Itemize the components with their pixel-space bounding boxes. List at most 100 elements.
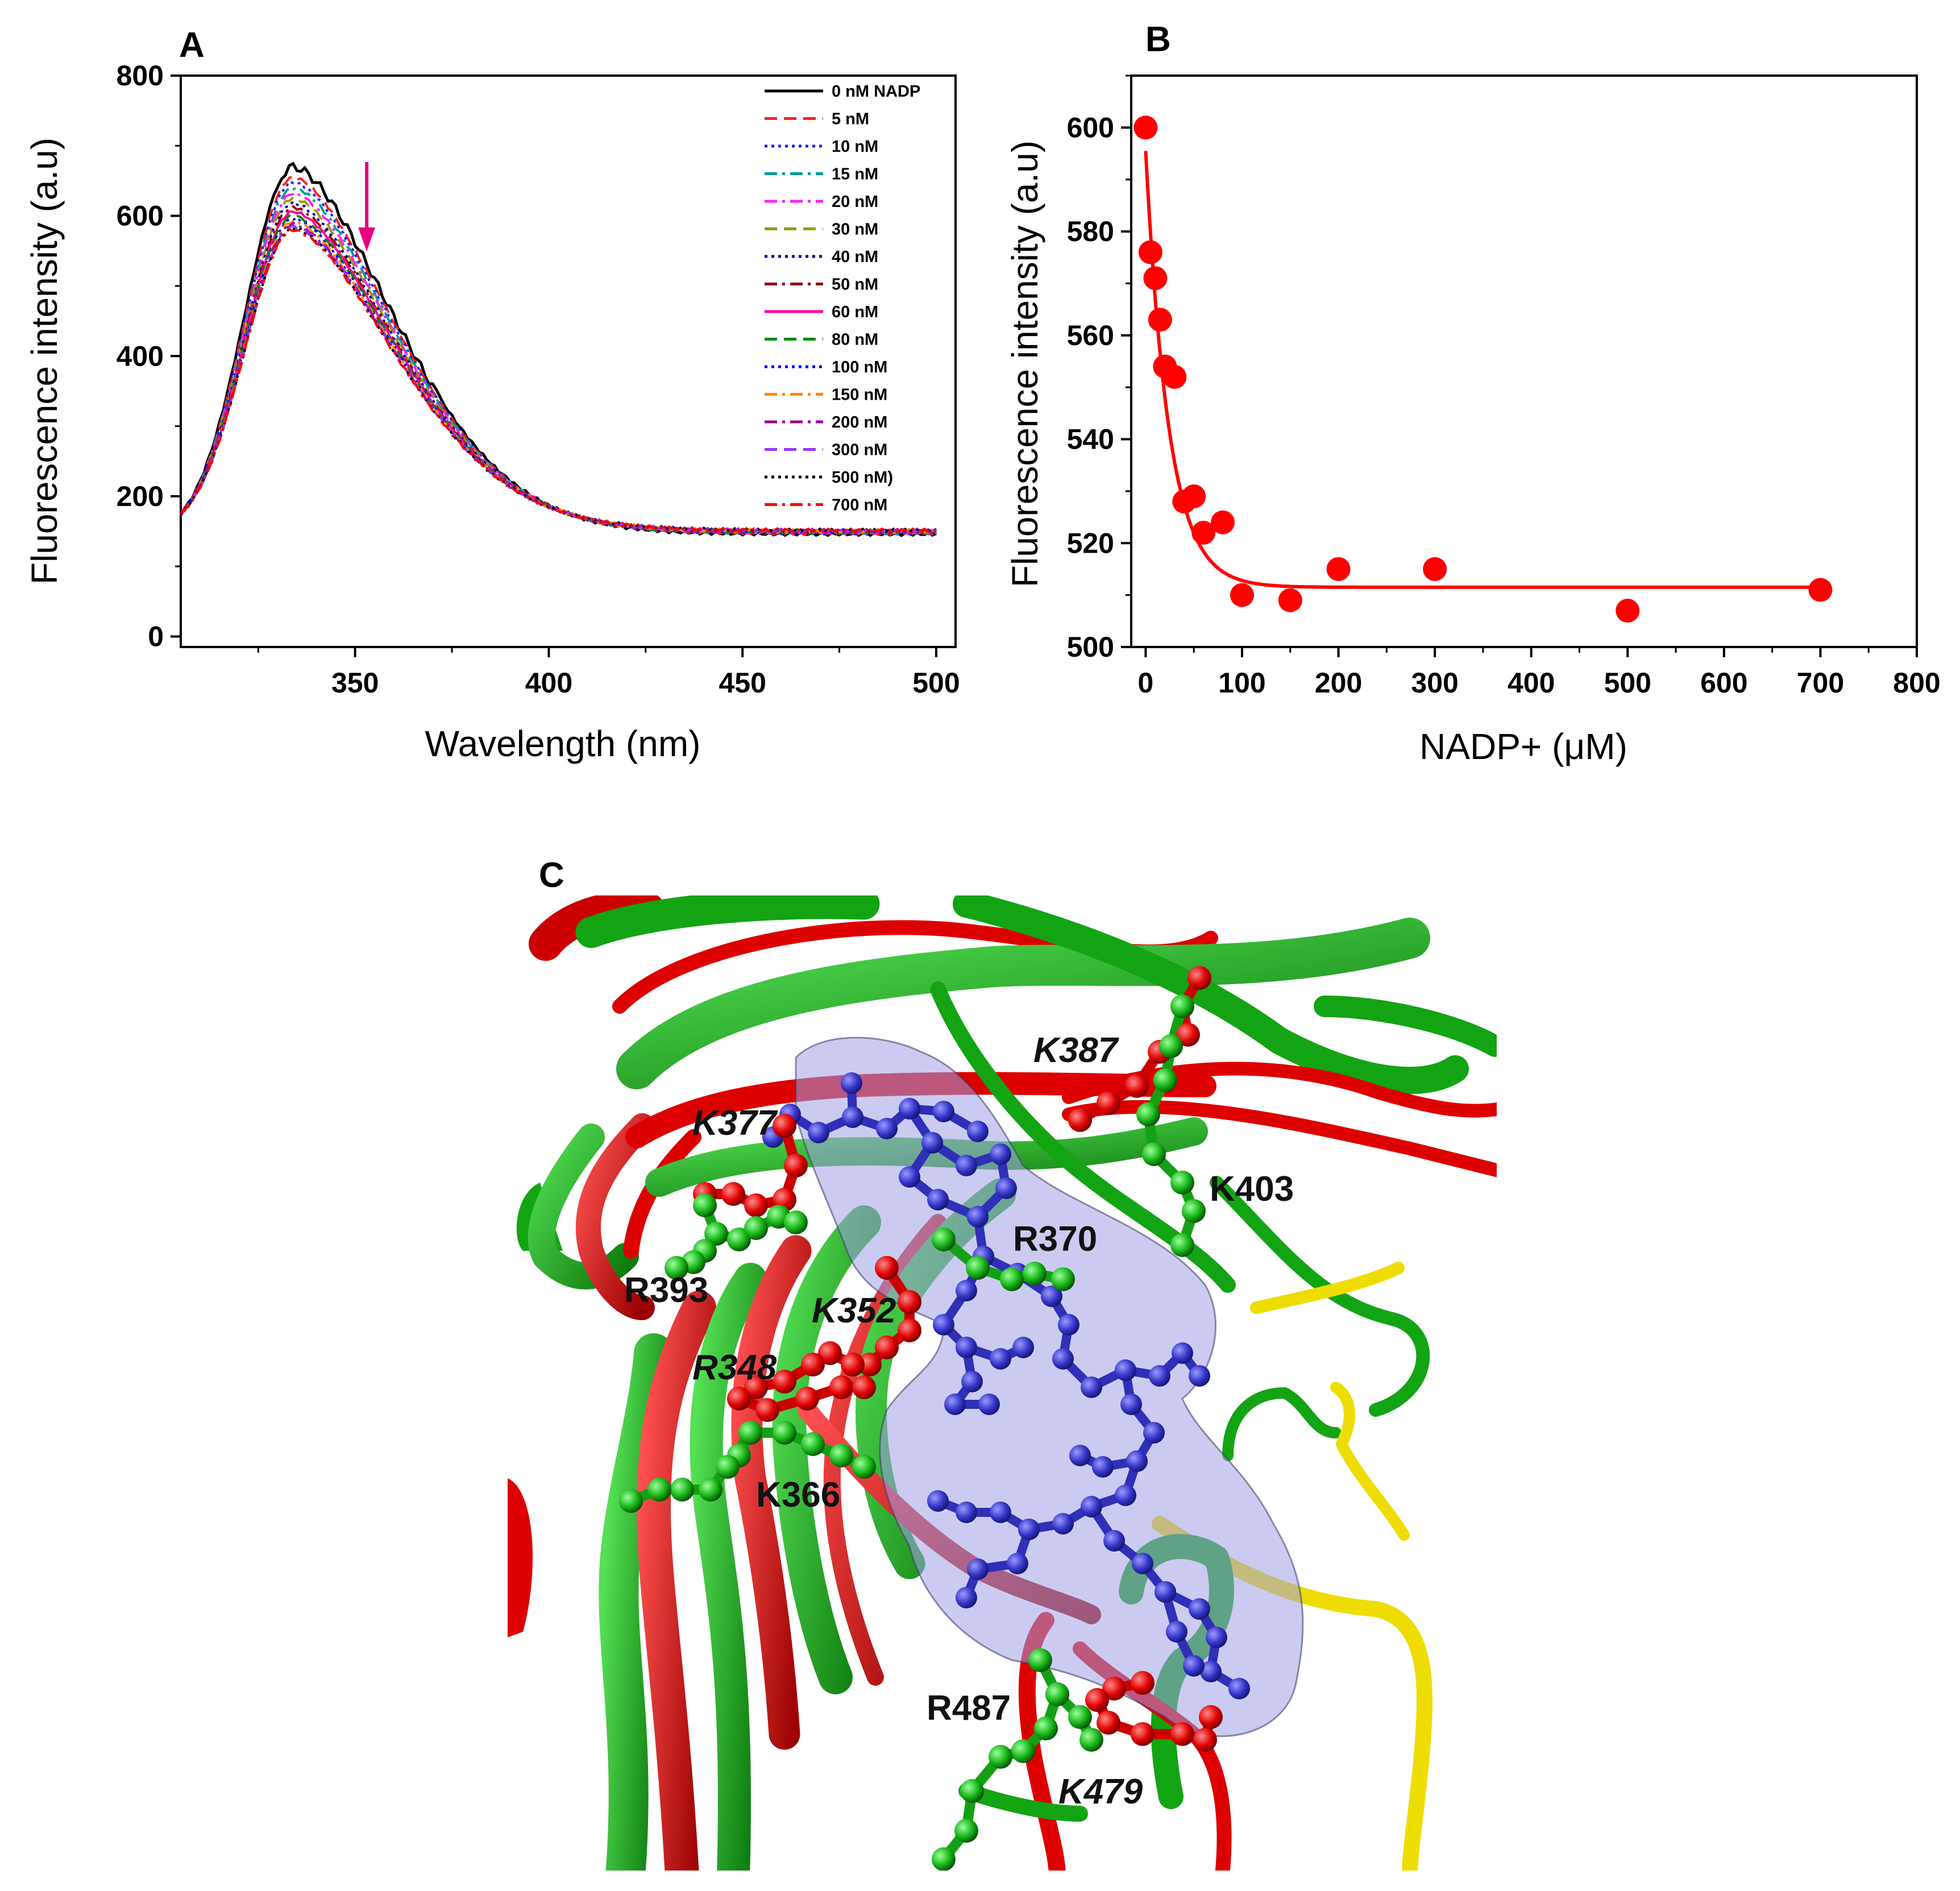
a-series-line [180, 219, 937, 534]
atom [1170, 1233, 1194, 1257]
atom [927, 1490, 949, 1512]
atom [818, 1341, 842, 1365]
atom [933, 1314, 954, 1336]
atom [898, 1290, 921, 1314]
panel-b-letter: B [1145, 20, 1171, 59]
b-data-point [1148, 308, 1172, 332]
atom [1199, 1705, 1223, 1729]
atom [1170, 1171, 1194, 1195]
atom [755, 1398, 779, 1422]
atom [665, 1256, 688, 1280]
panel-a-letter: A [179, 26, 205, 65]
atom [875, 1256, 899, 1280]
atom [956, 1587, 977, 1608]
label-r370: R370 [1013, 1220, 1097, 1259]
b-xtick-label: 800 [1893, 667, 1940, 699]
atom [795, 1387, 819, 1411]
a-series-line [180, 191, 937, 536]
atom [1200, 1661, 1222, 1682]
a-ytick-label: 800 [117, 60, 164, 92]
b-data-point [1182, 484, 1206, 509]
atom [619, 1489, 643, 1513]
panel-c: C [508, 856, 1497, 1871]
molecular-surface [795, 1036, 1304, 1737]
atom [1170, 994, 1194, 1018]
panel-a-xlabel: Wavelength (nm) [425, 723, 701, 764]
atom [875, 1336, 899, 1359]
a-series-line [180, 223, 937, 534]
label-k403: K403 [1210, 1170, 1294, 1209]
atom [932, 1847, 956, 1871]
b-data-point [1808, 578, 1833, 602]
atom [967, 1558, 989, 1580]
atom [1155, 1581, 1176, 1603]
atom [1172, 1342, 1193, 1364]
atom [944, 1394, 966, 1415]
atom [1068, 1705, 1092, 1729]
atom [1189, 1598, 1210, 1620]
b-xtick-label: 0 [1138, 667, 1154, 699]
panel-b-points [1133, 115, 1833, 623]
a-ytick-label: 400 [117, 340, 164, 372]
b-data-point [1326, 557, 1351, 581]
atom [1187, 966, 1211, 990]
atom [716, 1455, 740, 1479]
atom [744, 1216, 768, 1240]
b-xtick-label: 700 [1797, 667, 1844, 699]
atom [704, 1222, 728, 1246]
b-data-point [1162, 364, 1187, 389]
atom [773, 1370, 796, 1394]
panel-a: A 350 400 450 500 0 200 400 600 800 0 nM NADP 5 n… [24, 26, 960, 764]
atom [1132, 1553, 1153, 1574]
atom [990, 1348, 1011, 1370]
a-series-line [180, 227, 937, 533]
a-series-line [180, 221, 936, 534]
label-k387: K387 [1033, 1031, 1119, 1070]
atom [841, 1353, 865, 1376]
atom [738, 1421, 762, 1445]
a-xtick-label: 400 [525, 667, 572, 699]
a-series-line [180, 180, 937, 536]
atom [966, 1256, 990, 1280]
atom [1176, 1023, 1200, 1047]
atom [898, 1318, 921, 1342]
atom [1041, 1285, 1062, 1307]
atom [693, 1193, 717, 1217]
atom [1153, 1068, 1177, 1092]
b-data-point [1138, 240, 1162, 264]
a-series-line [180, 227, 937, 533]
a-series-line [180, 205, 937, 534]
a-legend-label: 10 nM [832, 138, 878, 156]
panel-a-curves [179, 161, 937, 537]
atom [1228, 1678, 1250, 1699]
b-ytick-label: 500 [1067, 631, 1114, 663]
a-xtick-label: 350 [331, 667, 379, 699]
atom [961, 1371, 983, 1392]
b-xtick-label: 400 [1508, 667, 1555, 699]
b-fit-line [1144, 151, 1821, 589]
label-r487: R487 [927, 1689, 1011, 1728]
panel-b: B 0 100 200 300 400 500 600 700 800 500 520 540 560 5… [1004, 20, 1941, 767]
a-legend-label: 50 nM [832, 276, 878, 294]
atom [829, 1444, 853, 1467]
atom [1131, 1671, 1155, 1695]
a-ytick-label: 200 [117, 480, 164, 512]
atom [960, 1779, 984, 1803]
a-legend-label: 0 nM NADP [832, 82, 920, 101]
atom [1011, 1739, 1035, 1763]
atom [744, 1375, 768, 1399]
a-series-line [180, 210, 937, 534]
atom [1052, 1348, 1074, 1370]
atom [956, 1502, 977, 1523]
panel-b-ticks: 0 100 200 300 400 500 600 700 800 500 520 540 560 580… [1067, 74, 1941, 699]
label-r348: R348 [692, 1348, 777, 1387]
a-legend-label: 500 nM) [832, 468, 893, 487]
atom [773, 1421, 796, 1445]
b-data-point [1133, 115, 1158, 140]
atom [647, 1478, 671, 1502]
a-legend-label: 20 nM [832, 193, 878, 211]
atom [1115, 1359, 1136, 1381]
atom [858, 1353, 882, 1376]
panel-c-letter: C [539, 856, 564, 895]
label-k479: K479 [1058, 1772, 1143, 1811]
